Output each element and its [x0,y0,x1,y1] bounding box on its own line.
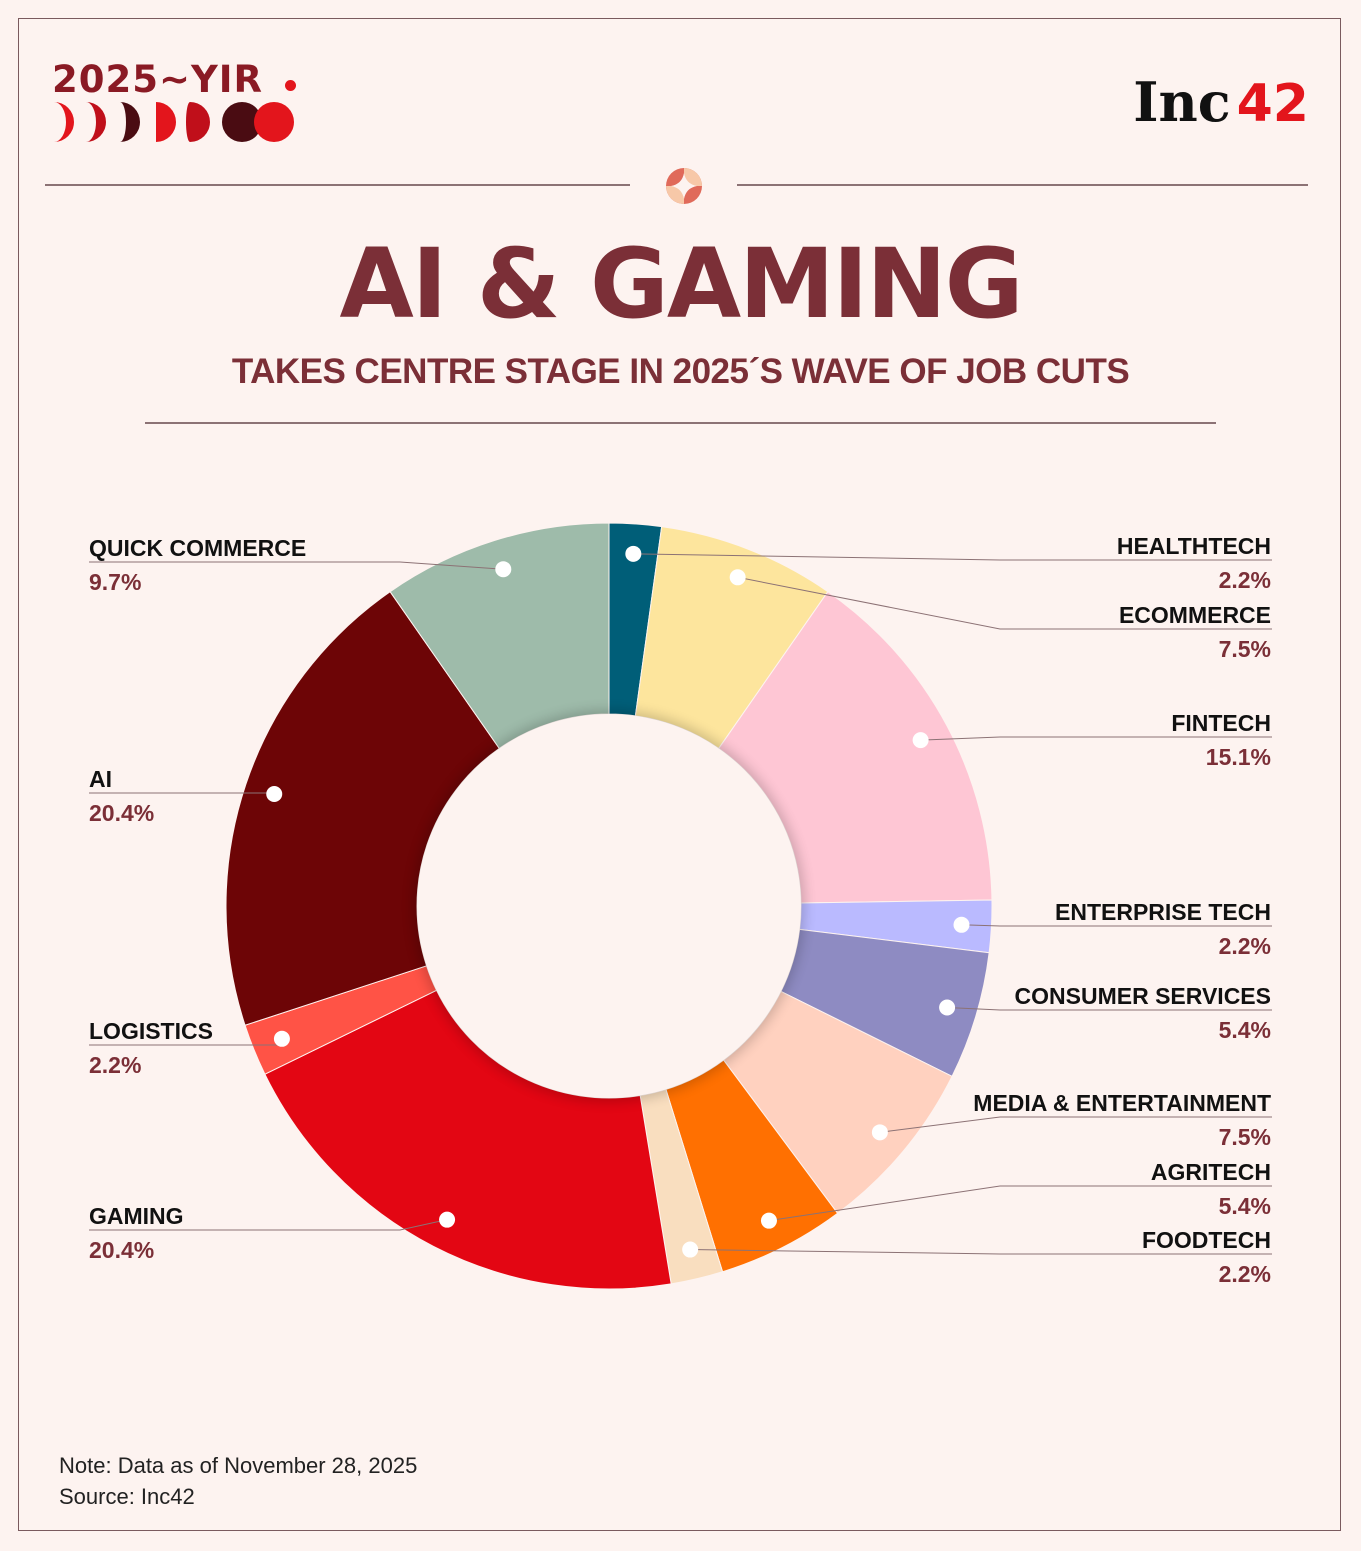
source-text: Source: Inc42 [59,1484,195,1509]
moon-phases-icon [54,102,294,142]
marker-ecommerce [729,569,746,586]
leader-line-ecommerce [737,576,1272,630]
frame-border [18,18,1341,1531]
marker-ai [266,785,283,802]
marker-logistics [273,1030,290,1047]
value-enterprise-tech: 2.2% [1219,933,1271,959]
label-quick-commerce: QUICK COMMERCE [89,535,306,561]
value-agritech: 5.4% [1219,1193,1271,1219]
leader-line-fintech [920,736,1272,741]
value-fintech: 15.1% [1206,744,1271,770]
value-logistics: 2.2% [89,1052,141,1078]
yir-dot-icon [285,80,296,91]
leader-line-media-and-entertainment [879,1116,1272,1133]
leader-line-agritech [768,1185,1272,1222]
value-gaming: 20.4% [89,1237,154,1263]
marker-agritech [760,1212,777,1229]
note-text: Note: Data as of November 28, 2025 [59,1453,418,1478]
label-media-and-entertainment: MEDIA & ENTERTAINMENT [973,1090,1271,1116]
label-enterprise-tech: ENTERPRISE TECH [1055,899,1271,925]
marker-enterprise-tech [953,916,970,933]
label-foodtech: FOODTECH [1142,1227,1271,1253]
sparkle-ornament-icon [666,168,702,204]
page-subtitle: TAKES CENTRE STAGE IN 2025´S WAVE OF JOB… [231,352,1130,391]
label-ecommerce: ECOMMERCE [1119,602,1271,628]
leader-line-quick-commerce [89,561,504,570]
label-healthtech: HEALTHTECH [1117,533,1271,559]
value-consumer-services: 5.4% [1219,1017,1271,1043]
marker-quick-commerce [495,561,512,578]
label-agritech: AGRITECH [1151,1159,1271,1185]
leader-line-healthtech [633,553,1272,561]
value-ecommerce: 7.5% [1219,636,1271,662]
brand-text: Inc [1133,70,1231,134]
value-foodtech: 2.2% [1219,1261,1271,1287]
value-healthtech: 2.2% [1219,567,1271,593]
marker-consumer-services [939,999,956,1016]
marker-healthtech [625,545,642,562]
page-title: AI & GAMING [339,228,1023,340]
marker-fintech [912,732,929,749]
footnote: Note: Data as of November 28, 2025 Sourc… [59,1450,417,1512]
title-rule [145,422,1216,424]
yir-label: 2025~YIR [52,58,264,101]
value-media-and-entertainment: 7.5% [1219,1124,1271,1150]
label-fintech: FINTECH [1171,710,1271,736]
label-ai: AI [89,766,112,792]
leader-line-foodtech [690,1249,1272,1255]
yir-logo: 2025~YIR [52,58,302,148]
label-logistics: LOGISTICS [89,1018,213,1044]
leader-line-gaming [89,1219,448,1231]
top-rule-right [737,184,1308,186]
inc42-logo: Inc 42 [1133,70,1309,134]
brand-number: 42 [1236,74,1309,134]
label-consumer-services: CONSUMER SERVICES [1015,983,1271,1009]
marker-gaming [439,1211,456,1228]
donut-hole [417,714,801,1098]
leader-line-enterprise-tech [961,924,1272,927]
marker-foodtech [682,1241,699,1258]
value-ai: 20.4% [89,800,154,826]
marker-media-and-entertainment [871,1124,888,1141]
label-gaming: GAMING [89,1203,184,1229]
leader-line-consumer-services [947,1006,1272,1011]
value-quick-commerce: 9.7% [89,569,141,595]
top-rule-left [45,184,630,186]
